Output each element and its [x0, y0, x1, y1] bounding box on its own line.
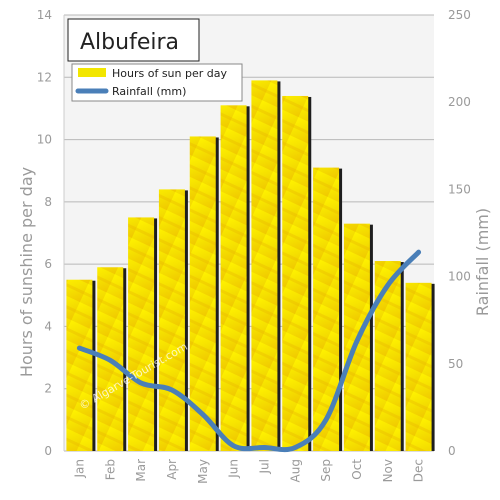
x-tick-label: Aug	[288, 459, 302, 482]
y-tick-label: 0	[44, 444, 52, 458]
x-tick-label: Oct	[350, 459, 364, 480]
y-tick-label: 4	[44, 319, 52, 333]
x-tick-label: Jan	[72, 459, 86, 479]
y2-tick-label: 50	[448, 357, 463, 371]
y2-tick-label: 200	[448, 95, 471, 109]
y2-tick-label: 150	[448, 182, 471, 196]
legend-swatch-sun	[78, 68, 106, 77]
bar-mar	[128, 217, 155, 451]
legend-label-sun: Hours of sun per day	[112, 67, 227, 80]
left-axis-ticks: 0 2 4 6 8 10 12 14	[37, 8, 52, 458]
y-axis-title: Hours of sunshine per day	[17, 167, 36, 377]
title-box: Albufeira	[67, 18, 200, 62]
x-tick-label: Jun	[227, 459, 241, 479]
y2-tick-label: 250	[448, 8, 471, 22]
bar-dec	[405, 282, 432, 451]
chart-title: Albufeira	[80, 30, 179, 55]
legend-label-rain: Rainfall (mm)	[112, 85, 186, 98]
right-axis-ticks: 0 50 100 150 200 250	[448, 8, 471, 458]
rainfall-line	[76, 249, 422, 453]
bar-nov	[374, 261, 401, 451]
legend: Hours of sun per day Rainfall (mm)	[71, 63, 243, 102]
bar-apr	[158, 189, 185, 451]
x-tick-label: Jul	[257, 459, 271, 474]
bar-jul	[251, 80, 278, 452]
y-tick-label: 10	[37, 133, 52, 147]
x-tick-label: Nov	[381, 459, 395, 482]
bar-jan	[66, 279, 93, 451]
bar-jun	[220, 105, 247, 452]
x-tick-label: Apr	[165, 459, 179, 480]
bars	[66, 80, 435, 452]
x-tick-label: May	[196, 459, 210, 484]
x-axis-ticks: Jan Feb Mar Apr May Jun Jul Aug Sep Oct Nov Dec	[72, 459, 425, 484]
x-tick-label: Dec	[412, 459, 426, 482]
bar-aug	[282, 95, 309, 451]
x-tick-label: Sep	[319, 459, 333, 482]
y2-axis-title: Rainfall (mm)	[473, 208, 492, 316]
x-tick-label: Feb	[103, 459, 117, 480]
y-tick-label: 8	[44, 195, 52, 209]
bar-sep	[313, 167, 340, 451]
y2-tick-label: 100	[448, 270, 471, 284]
y-tick-label: 12	[37, 70, 52, 84]
y2-tick-label: 0	[448, 444, 456, 458]
y-tick-label: 14	[37, 8, 52, 22]
bar-may	[189, 136, 216, 451]
y-tick-label: 2	[44, 382, 52, 396]
x-tick-label: Mar	[134, 459, 148, 482]
y-tick-label: 6	[44, 257, 52, 271]
